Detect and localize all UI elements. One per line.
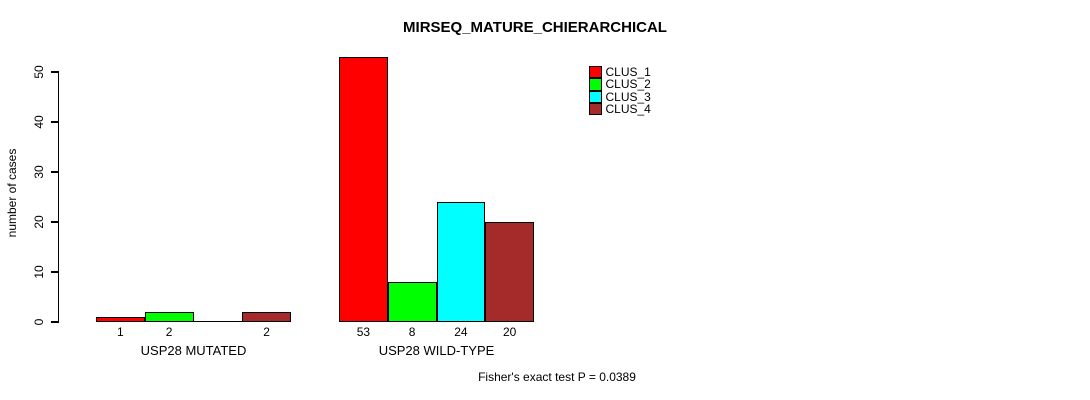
y-axis-tick (51, 321, 59, 323)
y-axis-line (57, 72, 59, 323)
y-axis-label: number of cases (5, 148, 19, 238)
bar-value-label: 2 (165, 325, 173, 339)
bar (339, 57, 388, 322)
legend-swatch (589, 102, 602, 116)
fisher-test-annotation: Fisher's exact test P = 0.0389 (478, 370, 636, 384)
bar-value-label: 8 (408, 325, 416, 339)
legend-swatch (589, 90, 602, 103)
legend-row: CLUS_4 (589, 102, 651, 117)
y-axis-tick (51, 71, 59, 73)
y-axis-tick (51, 221, 59, 223)
bar (436, 202, 486, 322)
bar-zero-line (193, 321, 243, 322)
y-tick-label: 40 (32, 115, 46, 129)
legend: CLUS_1 CLUS_2 CLUS_3 CLUS_4 (589, 65, 651, 117)
bar (387, 282, 437, 322)
bar (96, 317, 145, 322)
legend-row: CLUS_3 (589, 89, 651, 104)
legend-label: CLUS_4 (605, 102, 651, 117)
y-tick-label: 10 (32, 265, 46, 279)
bar-value-label: 20 (502, 325, 517, 339)
bar (485, 222, 534, 322)
y-tick-label: 50 (32, 65, 46, 79)
y-axis-tick (51, 271, 59, 273)
bar (144, 312, 194, 322)
legend-label: CLUS_1 (605, 65, 651, 80)
legend-swatch (589, 65, 602, 79)
y-tick-label: 0 (32, 318, 46, 326)
group-label: USP28 MUTATED (140, 343, 247, 358)
y-axis-tick (51, 121, 59, 123)
y-axis-tick (51, 171, 59, 173)
legend-label: CLUS_2 (605, 77, 651, 92)
bar-value-label: 53 (356, 325, 371, 339)
chart-title: MIRSEQ_MATURE_CHIERARCHICAL (403, 19, 667, 36)
bar-value-label: 2 (263, 325, 270, 339)
legend-row: CLUS_2 (589, 77, 651, 92)
bar-value-label: 1 (117, 325, 124, 339)
legend-label: CLUS_3 (605, 89, 651, 104)
bar (242, 312, 291, 322)
y-tick-label: 20 (32, 215, 46, 229)
legend-row: CLUS_1 (589, 65, 651, 80)
group-label: USP28 WILD-TYPE (378, 343, 495, 358)
legend-swatch (589, 78, 602, 91)
bar-value-label: 24 (454, 325, 468, 339)
y-tick-label: 30 (32, 165, 46, 179)
